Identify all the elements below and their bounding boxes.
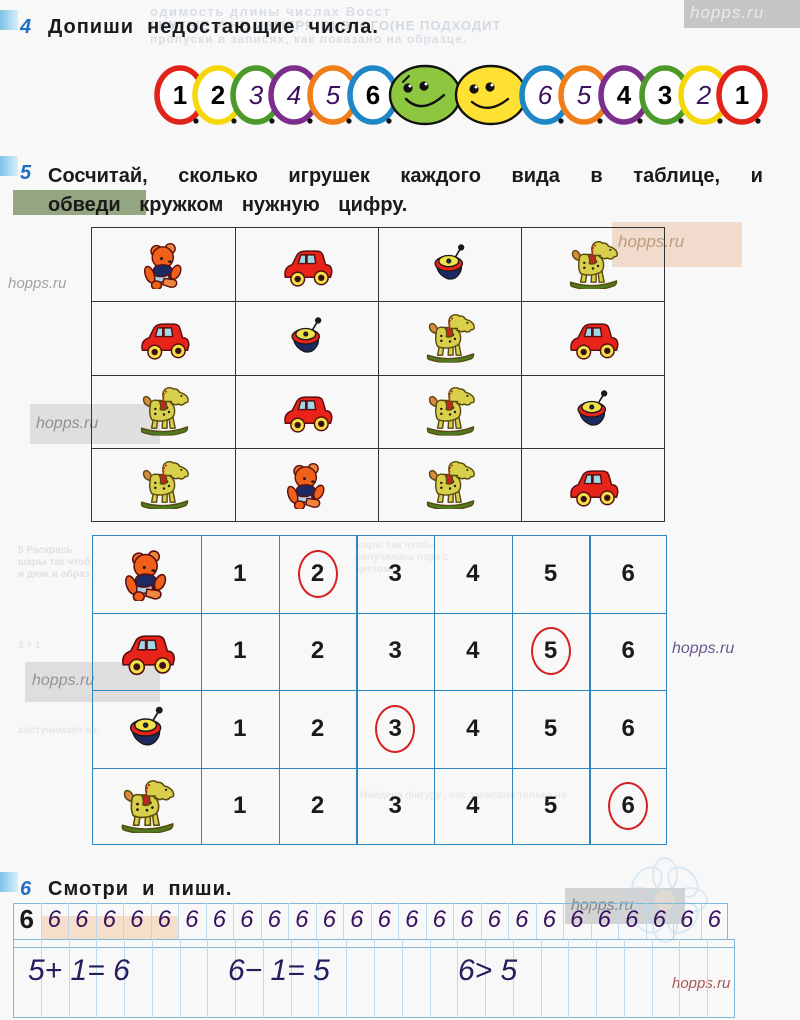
svg-text:3: 3 — [249, 80, 264, 110]
svg-text:6: 6 — [538, 80, 553, 110]
svg-text:4: 4 — [287, 80, 301, 110]
svg-text:4: 4 — [617, 80, 632, 110]
svg-text:5: 5 — [326, 80, 341, 110]
svg-text:2: 2 — [696, 80, 712, 110]
svg-text:2: 2 — [211, 80, 225, 110]
svg-text:3: 3 — [658, 80, 672, 110]
svg-text:1: 1 — [735, 80, 749, 110]
svg-text:5: 5 — [577, 80, 592, 110]
svg-text:6: 6 — [366, 80, 380, 110]
svg-text:1: 1 — [173, 80, 187, 110]
